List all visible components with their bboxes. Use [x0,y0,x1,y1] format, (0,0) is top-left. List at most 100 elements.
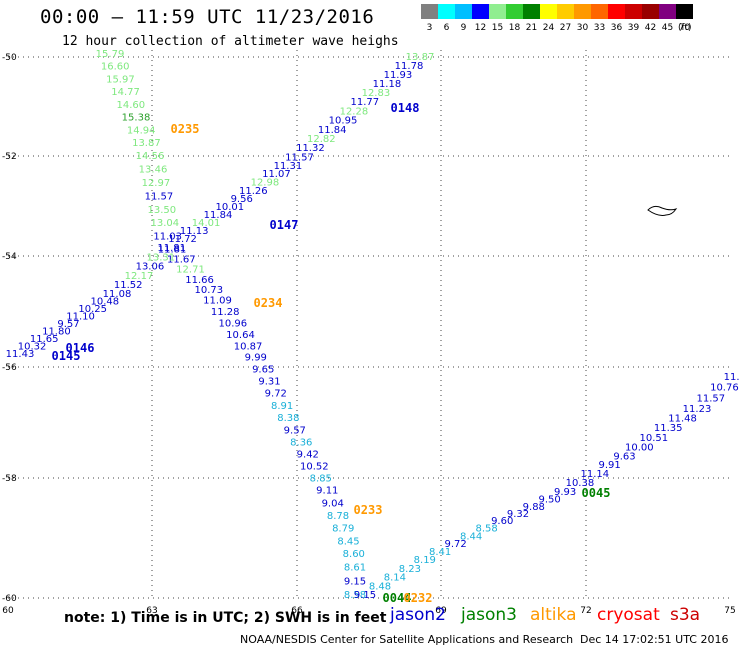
wave-height-value: 15.97 [106,74,135,85]
wave-height-value: 13.87 [406,52,435,63]
wave-height-value: 10.64 [226,330,255,341]
wave-height-value: 8.36 [290,437,312,448]
wave-height-value: 10.76 [710,383,739,394]
wave-height-value: 11.78 [395,61,424,72]
wave-height-value: 11.18 [373,79,402,90]
wave-height-value: 9.63 [613,451,635,462]
wave-height-value: 8.45 [337,536,359,547]
legend-swatch [438,4,455,19]
legend-label: 45 [661,23,674,33]
wave-height-value: 11.81 [158,244,187,255]
wave-height-value: 10.25 [78,304,107,315]
legend-swatch [506,4,523,19]
wave-height-value: 11.36 [724,372,740,383]
wave-height-value: 13.46 [139,165,168,176]
wave-height-value: 9.65 [252,364,274,375]
wave-height-value: 13.87 [132,138,161,149]
wave-height-value: 11.81 [157,243,186,254]
wave-height-value: 13.31 [146,253,175,264]
wave-height-value: 9.56 [231,194,253,205]
legend-swatch [523,4,540,19]
legend-label: 9 [460,23,467,33]
satellite-s3a: s3a [670,605,701,625]
axis-tick-labels: 60 63 66 69 72 75 -50 -52 -54 -56 -58 -60 [2,53,736,616]
track-1: 11.4310.3211.6511.809.5711.1010.2510.481… [6,52,435,360]
legend-unit: (ft) [678,23,692,33]
legend-label: 6 [443,23,450,33]
wave-height-value: 10.52 [300,462,329,473]
credit-line: NOAA/NESDIS Center for Satellite Applica… [240,633,574,646]
legend-swatch [659,4,676,19]
wave-height-value: 14.60 [116,100,145,111]
satellite-jason3: jason3 [461,605,517,625]
legend-label: 33 [593,23,606,33]
wave-height-value: 9.88 [523,502,545,513]
lat-lon-grid [8,50,732,600]
wave-height-value: 8.14 [384,573,406,584]
wave-height-value: 15.79 [96,49,125,60]
wave-height-value: 11.14 [580,469,609,480]
wave-height-value: 11.07 [262,169,291,180]
wave-height-value: 10.73 [194,285,223,296]
wave-height-value: 10.38 [566,478,595,489]
wave-height-value: 9.31 [258,377,280,388]
wave-height-value: 11.72 [168,234,197,245]
wave-height-value: 12.83 [362,88,391,99]
legend-swatch [421,4,438,19]
wave-height-value: 10.32 [18,342,47,353]
legend-label: 36 [610,23,623,33]
wave-height-value: 8.91 [271,401,293,412]
legend-swatch [625,4,642,19]
wave-height-value: 12.98 [251,178,280,189]
wave-height-value: 9.04 [322,498,344,509]
map-subtitle: 12 hour collection of altimeter wave hei… [62,34,399,49]
lon-tick-label: 75 [724,606,735,616]
wave-height-value: 11.09 [203,296,232,307]
wave-height-value: 12.71 [176,265,205,276]
legend-label: 27 [559,23,572,33]
wave-height-value: 9.11 [316,486,338,497]
time-tag: 0146 [66,341,95,355]
legend-swatch [574,4,591,19]
time-tag: 0232 [404,591,433,605]
legend-label: 24 [542,23,555,33]
wave-height-value: 11.32 [296,143,325,154]
wave-height-value: 11.65 [30,334,59,345]
legend-label: 18 [508,23,521,33]
wave-height-value: 16.60 [101,62,130,73]
wave-height-value: 9.57 [284,425,306,436]
wave-height-value: 14.56 [136,151,165,162]
wave-height-value: 11.77 [350,97,379,108]
wave-height-value: 14.94 [127,125,156,136]
wave-height-value: 10.51 [639,433,668,444]
legend-label: 70 [678,23,691,33]
wave-height-value: 9.32 [507,509,529,520]
wave-height-value: 11.57 [285,152,314,163]
wave-height-value: 8.78 [327,511,349,522]
lat-tick-label: -54 [2,252,17,262]
satellite-cryosat: cryosat [597,605,660,625]
wave-height-value: 11.67 [167,255,196,266]
wave-height-value: 9.91 [598,460,620,471]
legend-swatch [642,4,659,19]
wave-height-value: 8.48 [369,581,391,592]
time-tag: 0233 [354,503,383,517]
lon-tick-label: 60 [2,606,14,616]
legend-label: 30 [576,23,589,33]
wave-height-value: 9.15 [354,590,376,601]
wave-height-value: 8.85 [310,474,332,485]
wave-height-value: 11.57 [696,394,725,405]
wave-height-value: 15.38 [122,113,151,124]
wave-height-value: 9.72 [265,389,287,400]
lat-tick-label: -52 [2,152,17,162]
wave-height-value: 11.66 [185,275,214,286]
satellite-altika: altika [530,605,577,625]
legend-label: 15 [491,23,504,33]
time-tag: 0235 [171,122,200,136]
wave-height-value: 11.28 [211,307,240,318]
lat-tick-label: -56 [2,363,17,373]
wave-height-value: 12.28 [340,106,369,117]
